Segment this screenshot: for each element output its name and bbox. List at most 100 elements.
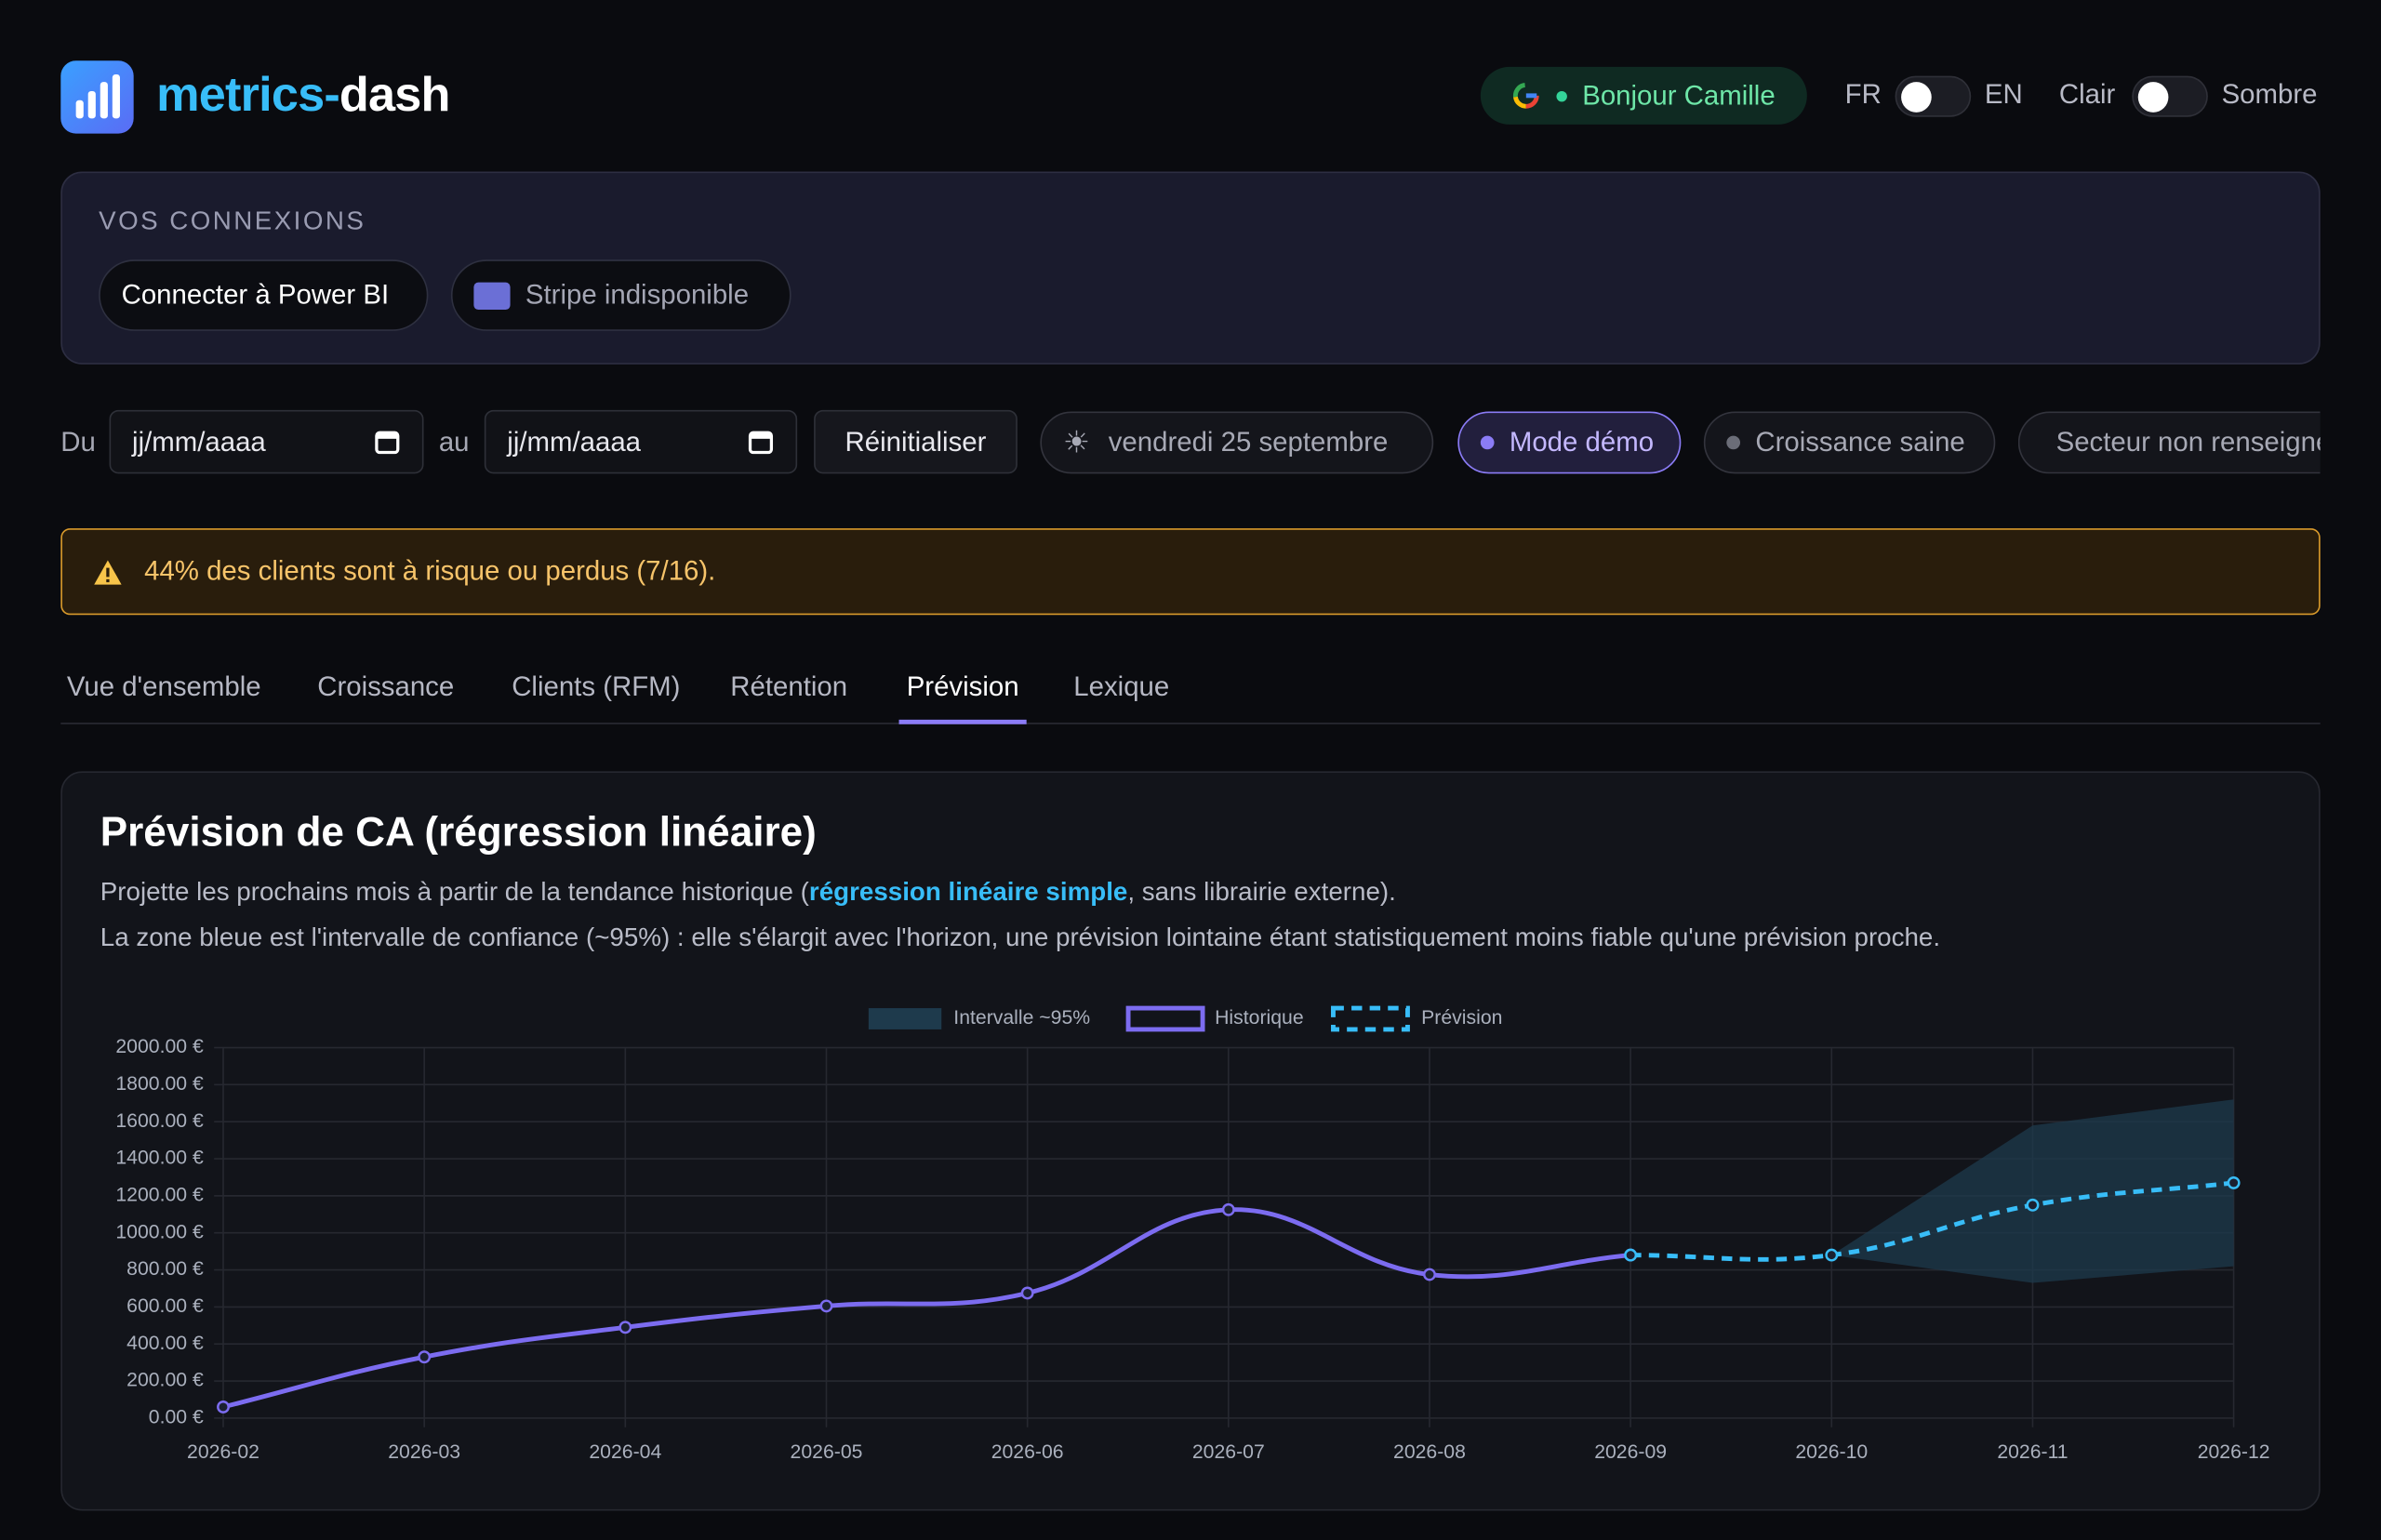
placeholder: jj/mm/aaaa [507, 425, 642, 457]
desc-text: Projette les prochains mois à partir de … [100, 877, 809, 907]
point [1423, 1268, 1436, 1281]
lang-left: FR [1844, 78, 1882, 110]
brand-b: dash [339, 66, 450, 122]
y-tick-label: 200.00 € [126, 1370, 204, 1391]
alert-text: 44% des clients sont à risque ou perdus … [144, 555, 716, 587]
growth-chip: Croissance saine [1703, 411, 1996, 474]
x-tick-label: 2026-12 [2198, 1441, 2270, 1463]
chip-dot [1726, 435, 1741, 450]
powerbi-button[interactable]: Connecter à Power BI [99, 259, 429, 331]
chip-label: Croissance saine [1755, 426, 1965, 458]
tab-underline [898, 719, 1027, 724]
tab[interactable]: Prévision [906, 670, 1019, 702]
y-tick-label: 1000.00 € [115, 1221, 204, 1242]
from-label: Du [60, 426, 96, 458]
point [1221, 1202, 1235, 1216]
y-tick-label: 800.00 € [126, 1258, 204, 1280]
logo[interactable] [60, 60, 134, 134]
x-tick-label: 2026-04 [589, 1441, 661, 1463]
x-tick-label: 2026-09 [1594, 1441, 1667, 1463]
to-label: au [438, 426, 470, 458]
theme-right: Sombre [2221, 78, 2318, 110]
point [1020, 1286, 1034, 1300]
lang-right: EN [1984, 78, 2023, 110]
y-tick-label: 400.00 € [126, 1333, 204, 1354]
reset-button[interactable]: Réinitialiser [814, 409, 1018, 474]
date-to[interactable]: jj/mm/aaaa [484, 409, 798, 474]
x-tick-label: 2026-11 [1997, 1441, 2068, 1463]
demo-chip[interactable]: Mode démo [1457, 411, 1682, 474]
logo-icon [75, 74, 120, 119]
stripe-button[interactable]: Stripe indisponible [450, 259, 791, 331]
y-tick-label: 600.00 € [126, 1295, 204, 1317]
point [819, 1299, 833, 1313]
brand-a: metrics- [156, 66, 340, 122]
x-tick-label: 2026-06 [991, 1441, 1064, 1463]
point [418, 1350, 432, 1364]
y-tick-label: 1800.00 € [115, 1073, 204, 1095]
point [2026, 1198, 2040, 1212]
legend-label: Historique [1215, 1007, 1304, 1029]
confidence-band [1831, 1099, 2234, 1283]
tab[interactable]: Croissance [317, 670, 455, 702]
date-from[interactable]: jj/mm/aaaa [109, 409, 424, 474]
desc-link[interactable]: régression linéaire simple [808, 877, 1128, 907]
status-dot [1556, 90, 1567, 101]
x-tick-label: 2026-10 [1795, 1441, 1868, 1463]
google-icon [1512, 82, 1539, 109]
greeting-text: Bonjour Camille [1582, 79, 1776, 111]
chip-label: vendredi 25 septembre [1108, 426, 1389, 458]
x-tick-label: 2026-03 [388, 1441, 460, 1463]
card-title: Prévision de CA (régression linéaire) [100, 809, 817, 856]
tab[interactable]: Clients (RFM) [512, 670, 681, 702]
button-label: Connecter à Power BI [121, 279, 390, 311]
button-label: Stripe indisponible [525, 279, 750, 311]
theme-toggle[interactable] [2132, 75, 2208, 117]
forecast-card: Prévision de CA (régression linéaire) Pr… [60, 771, 2321, 1511]
legend-label: Intervalle ~95% [953, 1007, 1090, 1029]
calendar-icon [375, 431, 400, 455]
warning-icon [94, 559, 122, 584]
stripe-icon [473, 281, 511, 310]
chip-label: Mode démo [1509, 426, 1655, 458]
legend-swatch [1125, 1005, 1205, 1032]
sun-icon: ☀ [1062, 426, 1091, 460]
sector-chip: Secteur non renseigné [2017, 411, 2321, 474]
point [1825, 1248, 1839, 1262]
tabs-divider [60, 723, 2321, 724]
point [2227, 1175, 2241, 1189]
x-tick-label: 2026-08 [1393, 1441, 1466, 1463]
button-label: Réinitialiser [845, 425, 987, 457]
tab[interactable]: Vue d'ensemble [66, 670, 261, 702]
alert: 44% des clients sont à risque ou perdus … [60, 528, 2321, 616]
greeting[interactable]: Bonjour Camille [1480, 66, 1807, 125]
desc-text: , sans librairie externe). [1127, 877, 1396, 907]
x-tick-label: 2026-05 [791, 1441, 863, 1463]
card-desc: Projette les prochains mois à partir de … [100, 878, 1396, 909]
tab[interactable]: Rétention [730, 670, 848, 702]
connections-title: VOS CONNEXIONS [99, 206, 366, 236]
legend-label: Prévision [1421, 1007, 1502, 1029]
chip-dot [1480, 435, 1495, 450]
card-desc: La zone bleue est l'intervalle de confia… [100, 923, 1941, 952]
point [619, 1321, 632, 1334]
y-tick-label: 1600.00 € [115, 1110, 204, 1132]
x-tick-label: 2026-07 [1192, 1441, 1265, 1463]
date-chip: ☀ vendredi 25 septembre [1040, 411, 1434, 474]
lang-toggle[interactable] [1895, 75, 1972, 117]
legend-swatch [868, 1008, 942, 1029]
brand[interactable]: metrics-dash [156, 66, 450, 123]
tab[interactable]: Lexique [1073, 670, 1170, 702]
y-tick-label: 1200.00 € [115, 1184, 204, 1205]
placeholder: jj/mm/aaaa [132, 425, 266, 457]
theme-left: Clair [2058, 78, 2116, 110]
y-tick-label: 2000.00 € [115, 1036, 204, 1057]
point [217, 1401, 230, 1414]
series-line [222, 1207, 1631, 1410]
point [1624, 1248, 1638, 1262]
y-tick-label: 0.00 € [149, 1407, 204, 1428]
y-tick-label: 1400.00 € [115, 1148, 204, 1169]
legend-swatch [1331, 1005, 1410, 1032]
